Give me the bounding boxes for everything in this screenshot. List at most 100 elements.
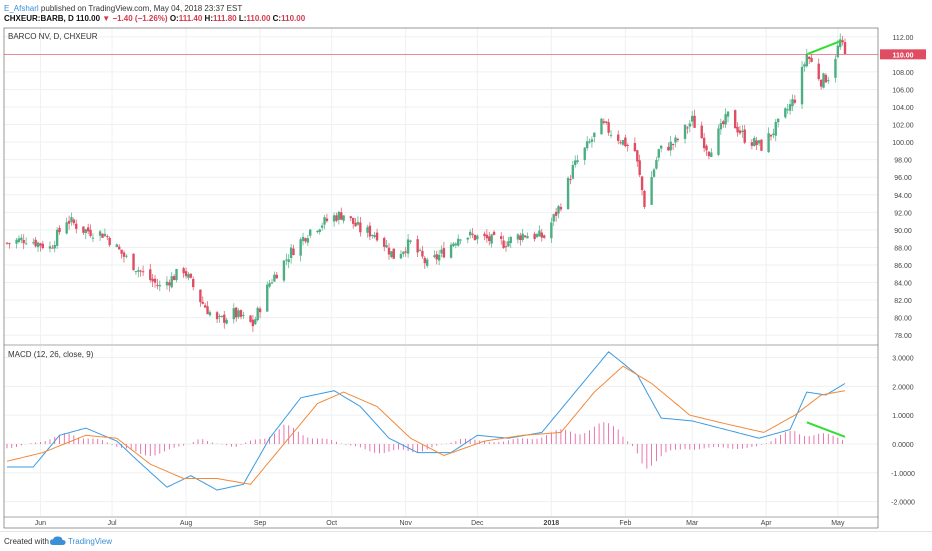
candle-body[interactable] xyxy=(784,108,787,118)
candle-body[interactable] xyxy=(633,143,637,152)
candle-body[interactable] xyxy=(540,232,543,238)
candle-body[interactable] xyxy=(805,54,809,67)
candle-body[interactable] xyxy=(554,211,558,216)
candle-body[interactable] xyxy=(800,66,804,105)
candle-body[interactable] xyxy=(304,238,307,242)
candle-body[interactable] xyxy=(552,214,555,222)
candle-body[interactable] xyxy=(115,244,119,248)
candle-body[interactable] xyxy=(757,140,761,144)
candle-body[interactable] xyxy=(810,57,813,62)
candle-body[interactable] xyxy=(786,109,789,111)
candle-body[interactable] xyxy=(576,160,579,163)
candle-body[interactable] xyxy=(776,118,780,123)
candle-body[interactable] xyxy=(268,283,271,287)
candle-body[interactable] xyxy=(72,219,76,224)
candle-body[interactable] xyxy=(836,45,840,58)
candle-body[interactable] xyxy=(793,99,797,103)
candle-body[interactable] xyxy=(67,220,71,224)
candle-body[interactable] xyxy=(774,122,777,136)
candle-body[interactable] xyxy=(15,239,18,244)
candle-body[interactable] xyxy=(803,64,806,67)
candle-body[interactable] xyxy=(399,253,403,259)
candle-body[interactable] xyxy=(722,121,725,125)
candle-body[interactable] xyxy=(686,127,689,129)
candle-body[interactable] xyxy=(471,233,474,235)
candle-body[interactable] xyxy=(483,233,486,237)
candle-body[interactable] xyxy=(17,238,21,242)
candle-body[interactable] xyxy=(719,123,723,130)
candle-body[interactable] xyxy=(435,254,438,260)
candle-body[interactable] xyxy=(473,234,477,241)
candle-body[interactable] xyxy=(705,145,708,151)
candle-body[interactable] xyxy=(440,249,443,254)
candle-body[interactable] xyxy=(106,236,109,238)
candle-body[interactable] xyxy=(700,125,703,139)
candle-body[interactable] xyxy=(132,253,135,271)
candle-body[interactable] xyxy=(366,227,369,233)
candle-body[interactable] xyxy=(626,144,629,146)
candle-body[interactable] xyxy=(8,243,11,245)
candle-body[interactable] xyxy=(671,143,675,145)
candle-body[interactable] xyxy=(669,141,672,151)
candle-body[interactable] xyxy=(459,239,462,241)
candle-body[interactable] xyxy=(256,307,259,321)
candle-body[interactable] xyxy=(356,221,360,225)
candle-body[interactable] xyxy=(237,310,240,317)
candle-body[interactable] xyxy=(340,212,343,220)
candle-body[interactable] xyxy=(423,257,427,264)
candle-body[interactable] xyxy=(702,137,706,149)
candle-body[interactable] xyxy=(5,242,9,244)
candle-body[interactable] xyxy=(542,235,546,238)
candle-body[interactable] xyxy=(767,133,770,153)
candle-body[interactable] xyxy=(655,159,658,169)
candle-body[interactable] xyxy=(437,254,441,261)
candle-body[interactable] xyxy=(457,238,460,246)
candle-body[interactable] xyxy=(574,160,577,166)
candle-body[interactable] xyxy=(674,137,677,143)
candle-body[interactable] xyxy=(375,232,379,241)
candle-body[interactable] xyxy=(442,248,446,258)
candle-body[interactable] xyxy=(385,245,388,248)
candle-body[interactable] xyxy=(58,228,61,233)
candle-body[interactable] xyxy=(433,255,436,257)
candle-body[interactable] xyxy=(583,147,586,161)
candle-body[interactable] xyxy=(519,235,522,241)
candle-body[interactable] xyxy=(502,240,505,249)
candle-body[interactable] xyxy=(215,312,219,320)
candle-body[interactable] xyxy=(822,73,825,88)
candle-body[interactable] xyxy=(640,176,644,191)
signal-line[interactable] xyxy=(6,365,846,485)
candle-body[interactable] xyxy=(151,278,154,282)
candle-body[interactable] xyxy=(807,56,811,59)
candle-body[interactable] xyxy=(342,215,345,221)
candle-body[interactable] xyxy=(488,236,491,242)
candle-body[interactable] xyxy=(373,235,376,238)
candle-body[interactable] xyxy=(41,243,45,249)
candle-body[interactable] xyxy=(741,130,744,133)
candle-body[interactable] xyxy=(289,247,293,259)
candle-body[interactable] xyxy=(168,282,171,286)
candle-body[interactable] xyxy=(172,276,176,281)
candle-body[interactable] xyxy=(538,230,541,237)
candle-body[interactable] xyxy=(137,270,140,272)
candle-body[interactable] xyxy=(409,240,412,242)
candle-body[interactable] xyxy=(504,246,508,248)
candle-body[interactable] xyxy=(306,238,310,243)
author-link[interactable]: E_Afsharl xyxy=(4,4,39,13)
candle-body[interactable] xyxy=(387,247,391,255)
candle-body[interactable] xyxy=(299,239,302,256)
candle-body[interactable] xyxy=(485,234,489,239)
candle-body[interactable] xyxy=(600,118,603,135)
candle-body[interactable] xyxy=(693,115,696,128)
candle-body[interactable] xyxy=(827,80,830,82)
candle-body[interactable] xyxy=(239,310,243,317)
candle-body[interactable] xyxy=(55,229,59,246)
candle-body[interactable] xyxy=(101,233,104,238)
candle-body[interactable] xyxy=(707,151,711,157)
candle-body[interactable] xyxy=(521,233,524,240)
candle-body[interactable] xyxy=(824,75,828,83)
candle-body[interactable] xyxy=(683,124,687,139)
candle-body[interactable] xyxy=(659,145,663,149)
candle-body[interactable] xyxy=(91,237,95,239)
